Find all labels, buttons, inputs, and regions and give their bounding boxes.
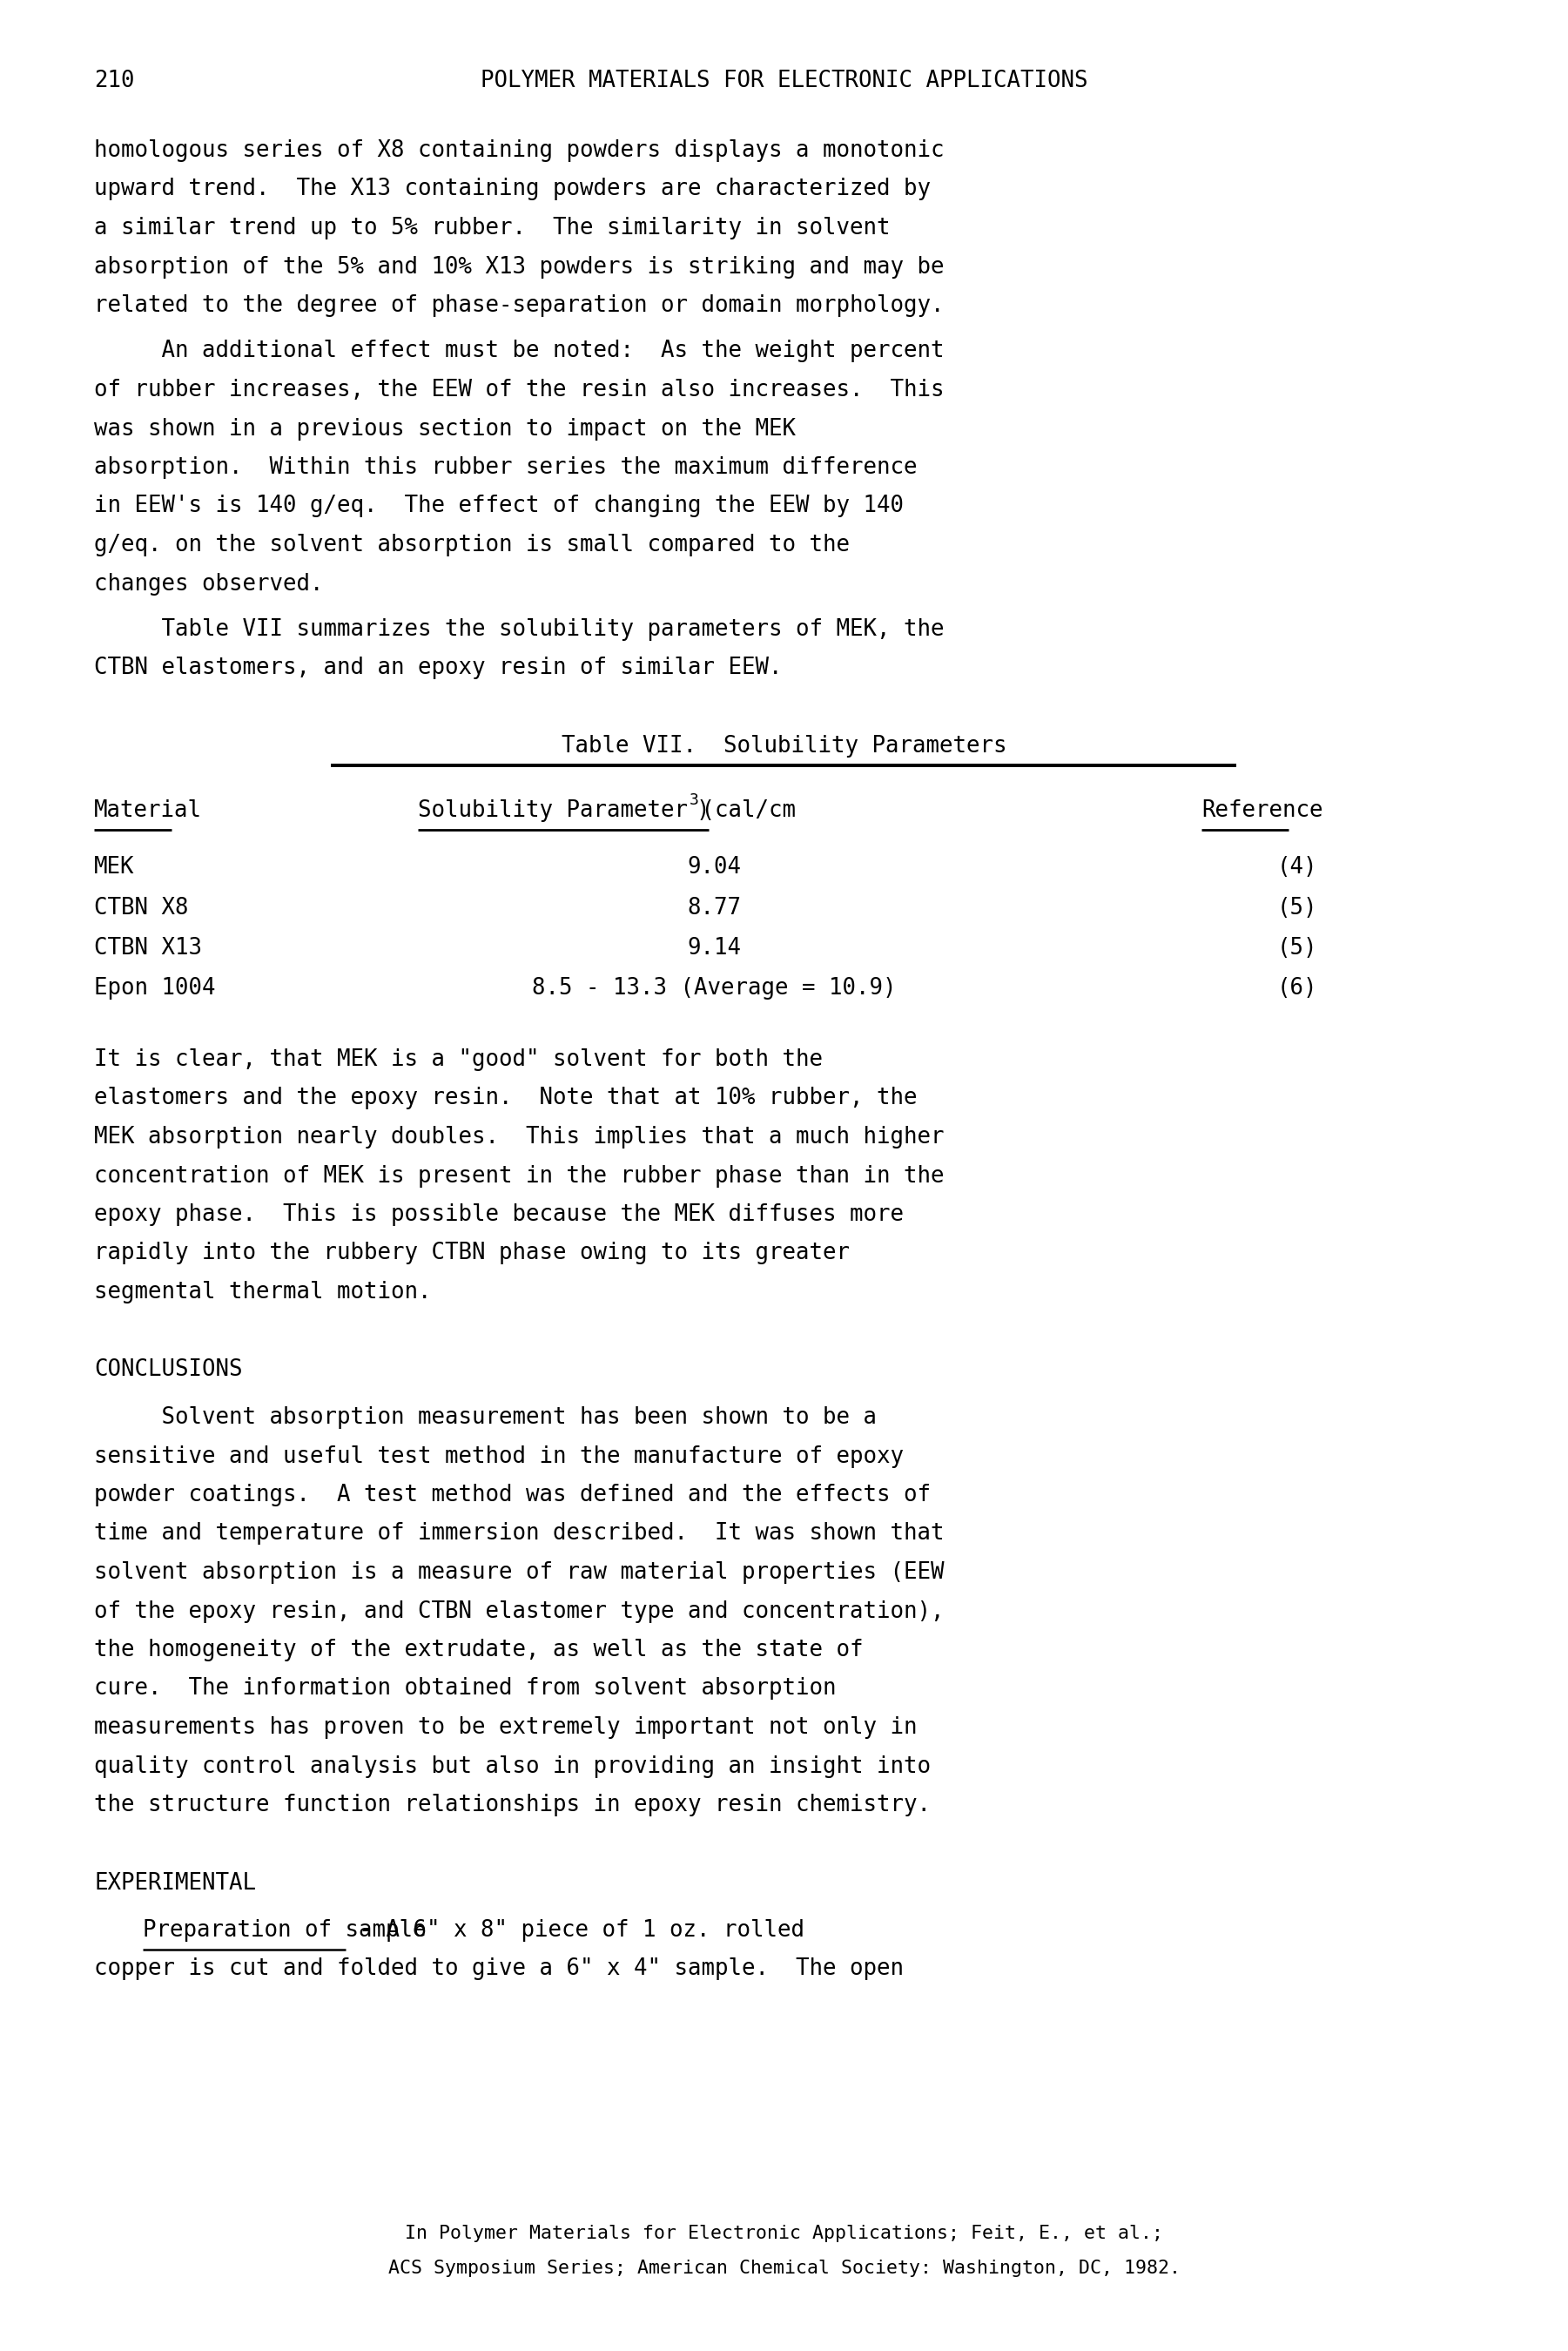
- Text: 9.04: 9.04: [687, 856, 742, 879]
- Text: 9.14: 9.14: [687, 938, 742, 959]
- Text: epoxy phase.  This is possible because the MEK diffuses more: epoxy phase. This is possible because th…: [94, 1204, 903, 1225]
- Text: 3: 3: [688, 792, 698, 809]
- Text: homologous series of X8 containing powders displays a monotonic: homologous series of X8 containing powde…: [94, 139, 944, 162]
- Text: ACS Symposium Series; American Chemical Society: Washington, DC, 1982.: ACS Symposium Series; American Chemical …: [387, 2259, 1181, 2278]
- Text: POLYMER MATERIALS FOR ELECTRONIC APPLICATIONS: POLYMER MATERIALS FOR ELECTRONIC APPLICA…: [480, 71, 1088, 92]
- Text: copper is cut and folded to give a 6" x 4" sample.  The open: copper is cut and folded to give a 6" x …: [94, 1958, 903, 1980]
- Text: of the epoxy resin, and CTBN elastomer type and concentration),: of the epoxy resin, and CTBN elastomer t…: [94, 1601, 944, 1622]
- Text: EXPERIMENTAL: EXPERIMENTAL: [94, 1871, 256, 1895]
- Text: absorption of the 5% and 10% X13 powders is striking and may be: absorption of the 5% and 10% X13 powders…: [94, 256, 944, 277]
- Text: was shown in a previous section to impact on the MEK: was shown in a previous section to impac…: [94, 418, 795, 440]
- Text: Epon 1004: Epon 1004: [94, 978, 215, 999]
- Text: upward trend.  The X13 containing powders are characterized by: upward trend. The X13 containing powders…: [94, 179, 931, 200]
- Text: - A 6" x 8" piece of 1 oz. rolled: - A 6" x 8" piece of 1 oz. rolled: [345, 1918, 804, 1942]
- Text: of rubber increases, the EEW of the resin also increases.  This: of rubber increases, the EEW of the resi…: [94, 379, 944, 402]
- Text: Table VII.  Solubility Parameters: Table VII. Solubility Parameters: [561, 736, 1007, 757]
- Text: in EEW's is 140 g/eq.  The effect of changing the EEW by 140: in EEW's is 140 g/eq. The effect of chan…: [94, 496, 903, 517]
- Text: absorption.  Within this rubber series the maximum difference: absorption. Within this rubber series th…: [94, 456, 917, 480]
- Text: CTBN X8: CTBN X8: [94, 896, 188, 919]
- Text: solvent absorption is a measure of raw material properties (EEW: solvent absorption is a measure of raw m…: [94, 1561, 944, 1585]
- Text: g/eq. on the solvent absorption is small compared to the: g/eq. on the solvent absorption is small…: [94, 534, 850, 557]
- Text: 8.5 - 13.3 (Average = 10.9): 8.5 - 13.3 (Average = 10.9): [532, 978, 895, 999]
- Text: (5): (5): [1276, 896, 1317, 919]
- Text: In Polymer Materials for Electronic Applications; Feit, E., et al.;: In Polymer Materials for Electronic Appl…: [405, 2224, 1163, 2243]
- Text: CTBN elastomers, and an epoxy resin of similar EEW.: CTBN elastomers, and an epoxy resin of s…: [94, 656, 782, 679]
- Text: Material: Material: [94, 799, 202, 823]
- Text: measurements has proven to be extremely important not only in: measurements has proven to be extremely …: [94, 1716, 917, 1740]
- Text: a similar trend up to 5% rubber.  The similarity in solvent: a similar trend up to 5% rubber. The sim…: [94, 216, 891, 240]
- Text: Solubility Parameter (cal/cm: Solubility Parameter (cal/cm: [419, 799, 795, 823]
- Text: powder coatings.  A test method was defined and the effects of: powder coatings. A test method was defin…: [94, 1483, 931, 1507]
- Text: cure.  The information obtained from solvent absorption: cure. The information obtained from solv…: [94, 1679, 836, 1700]
- Text: 210: 210: [94, 71, 135, 92]
- Text: changes observed.: changes observed.: [94, 574, 323, 595]
- Text: An additional effect must be noted:  As the weight percent: An additional effect must be noted: As t…: [94, 341, 944, 362]
- Text: MEK: MEK: [94, 856, 135, 879]
- Text: (6): (6): [1276, 978, 1317, 999]
- Text: CONCLUSIONS: CONCLUSIONS: [94, 1359, 243, 1382]
- Text: quality control analysis but also in providing an insight into: quality control analysis but also in pro…: [94, 1754, 931, 1777]
- Text: Preparation of sample: Preparation of sample: [143, 1918, 426, 1942]
- Text: (4): (4): [1276, 856, 1317, 879]
- Text: MEK absorption nearly doubles.  This implies that a much higher: MEK absorption nearly doubles. This impl…: [94, 1126, 944, 1150]
- Text: (5): (5): [1276, 938, 1317, 959]
- Text: Reference: Reference: [1201, 799, 1323, 823]
- Text: time and temperature of immersion described.  It was shown that: time and temperature of immersion descri…: [94, 1523, 944, 1545]
- Text: related to the degree of phase-separation or domain morphology.: related to the degree of phase-separatio…: [94, 294, 944, 317]
- Text: elastomers and the epoxy resin.  Note that at 10% rubber, the: elastomers and the epoxy resin. Note tha…: [94, 1086, 917, 1110]
- Text: Solvent absorption measurement has been shown to be a: Solvent absorption measurement has been …: [94, 1406, 877, 1429]
- Text: ): ): [696, 799, 709, 823]
- Text: segmental thermal motion.: segmental thermal motion.: [94, 1281, 431, 1302]
- Text: rapidly into the rubbery CTBN phase owing to its greater: rapidly into the rubbery CTBN phase owin…: [94, 1241, 850, 1265]
- Text: 8.77: 8.77: [687, 896, 742, 919]
- Text: CTBN X13: CTBN X13: [94, 938, 202, 959]
- Text: the structure function relationships in epoxy resin chemistry.: the structure function relationships in …: [94, 1794, 931, 1817]
- Text: the homogeneity of the extrudate, as well as the state of: the homogeneity of the extrudate, as wel…: [94, 1639, 864, 1662]
- Text: sensitive and useful test method in the manufacture of epoxy: sensitive and useful test method in the …: [94, 1446, 903, 1467]
- Text: It is clear, that MEK is a "good" solvent for both the: It is clear, that MEK is a "good" solven…: [94, 1049, 823, 1072]
- Text: Table VII summarizes the solubility parameters of MEK, the: Table VII summarizes the solubility para…: [94, 618, 944, 642]
- Text: concentration of MEK is present in the rubber phase than in the: concentration of MEK is present in the r…: [94, 1164, 944, 1187]
